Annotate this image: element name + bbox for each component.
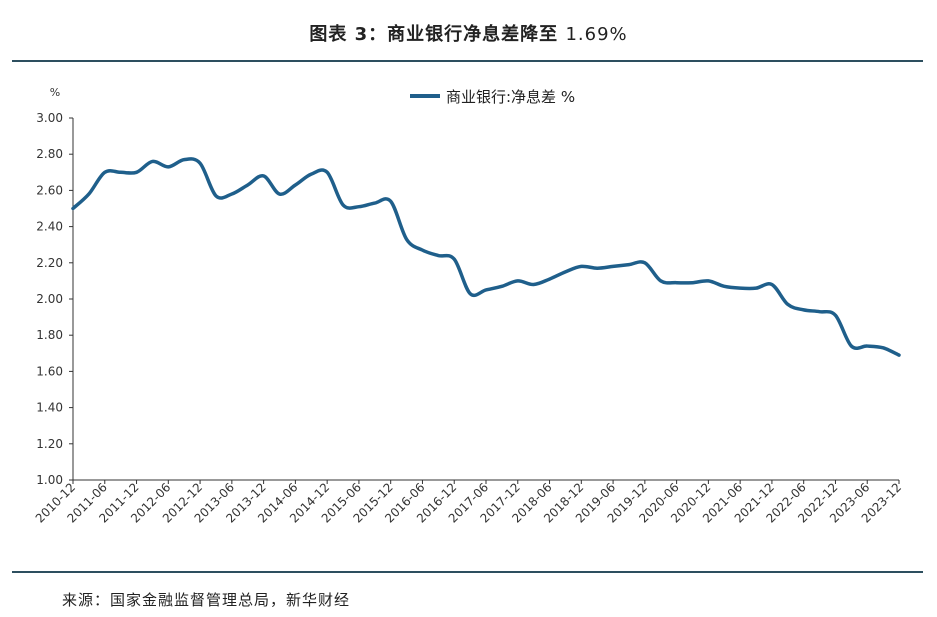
y-tick-label: 1.00 bbox=[36, 473, 63, 487]
y-tick-label: 2.00 bbox=[36, 292, 63, 306]
y-tick-label: 3.00 bbox=[36, 111, 63, 125]
top-divider bbox=[12, 60, 923, 62]
chart-title: 图表 3：商业银行净息差降至 1.69% bbox=[0, 20, 937, 46]
line-chart: % 3.00 2.80 2.60 2.40 2.20 2.00 1.80 1.60 1.40 1.2… bbox=[33, 86, 904, 526]
y-tick-label: 2.60 bbox=[36, 183, 63, 197]
bottom-divider bbox=[12, 571, 923, 573]
y-tick-label: 1.40 bbox=[36, 401, 63, 415]
y-tick-label: 1.60 bbox=[36, 364, 63, 378]
y-tick-label: 1.20 bbox=[36, 437, 63, 451]
chart-title-prefix: 图表 3：商业银行净息差降至 bbox=[309, 24, 559, 45]
y-tick-label: 2.20 bbox=[36, 256, 63, 270]
y-tick-label: 2.80 bbox=[36, 147, 63, 161]
chart-title-value: 1.69% bbox=[565, 24, 628, 45]
series-line bbox=[71, 157, 901, 357]
y-tick-label: 1.80 bbox=[36, 328, 63, 342]
y-axis-unit-label: % bbox=[50, 86, 60, 99]
legend-label: 商业银行:净息差 % bbox=[446, 88, 575, 106]
source-note: 来源：国家金融监督管理总局，新华财经 bbox=[62, 591, 351, 609]
y-tick-label: 2.40 bbox=[36, 220, 63, 234]
